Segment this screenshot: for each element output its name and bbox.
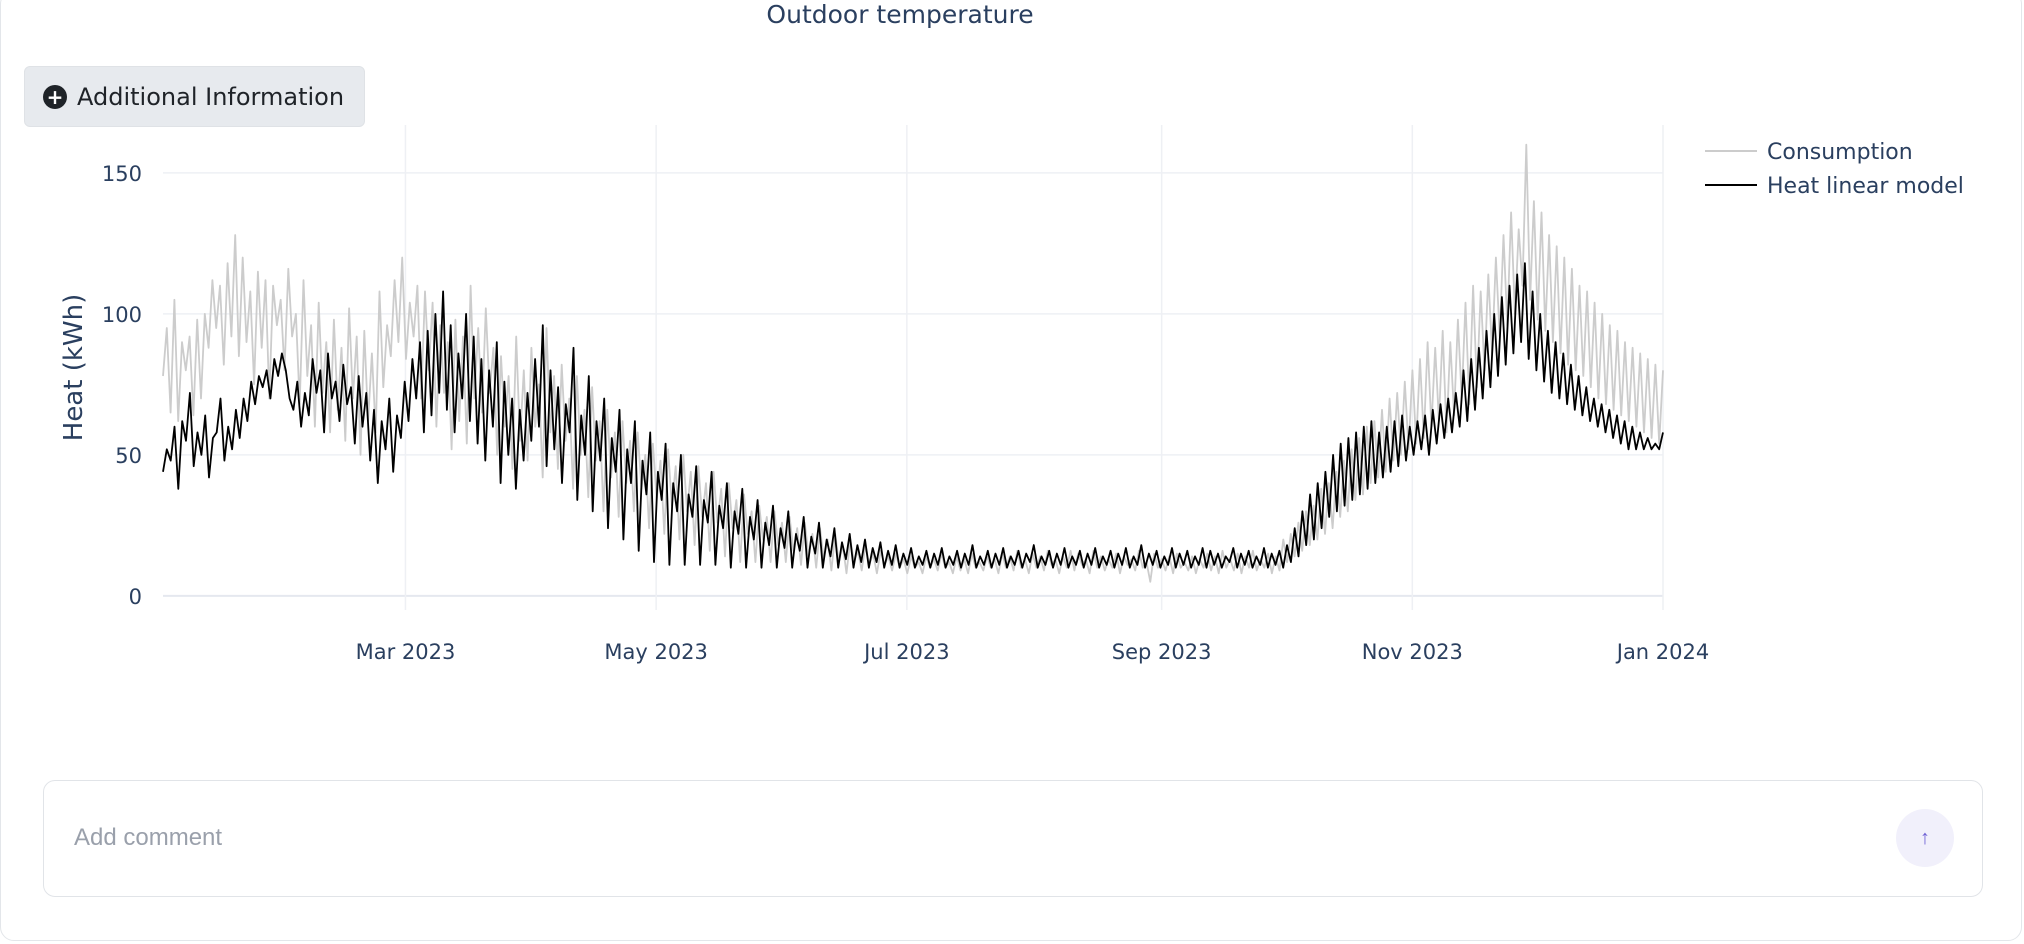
x-tick-label: Jan 2024 <box>1615 640 1710 664</box>
plus-circle-icon: + <box>43 84 67 109</box>
additional-information-label: Additional Information <box>77 82 345 111</box>
x-tick-label: May 2023 <box>604 640 708 664</box>
send-comment-button[interactable]: ↑ <box>1896 809 1954 867</box>
legend-entry: Heat linear model <box>1767 174 1964 199</box>
series-line <box>162 143 1664 583</box>
y-tick-label: 0 <box>129 585 142 609</box>
legend-entry: Consumption <box>1767 140 1913 165</box>
chart-caption: Outdoor temperature <box>766 0 1034 29</box>
comment-input[interactable] <box>72 807 1836 869</box>
y-tick-label: 150 <box>102 162 142 186</box>
x-tick-label: Nov 2023 <box>1362 640 1463 664</box>
x-tick-label: Sep 2023 <box>1112 640 1212 664</box>
x-tick-label: Jul 2023 <box>862 640 949 664</box>
comment-box: ↑ <box>43 780 1983 897</box>
y-tick-label: 100 <box>102 303 142 327</box>
arrow-up-icon: ↑ <box>1920 826 1930 849</box>
x-tick-label: Mar 2023 <box>356 640 456 664</box>
y-axis-title: Heat (kWh) <box>59 294 89 441</box>
additional-information-button[interactable]: + Additional Information <box>24 66 366 127</box>
series-line <box>162 262 1664 569</box>
y-tick-label: 50 <box>115 444 142 468</box>
heat-chart: 0 50 100 150 Mar 2023 May 2023 Jul 2023 Sep 202… <box>59 125 1964 664</box>
